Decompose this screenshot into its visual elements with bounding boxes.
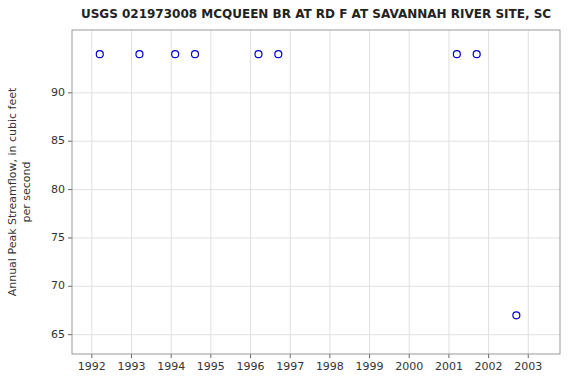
grid-line: [72, 286, 560, 287]
tick: [250, 354, 251, 358]
tick-label: 2002: [475, 360, 503, 373]
grid-line: [329, 30, 330, 354]
chart: 65 70 75 80 85 90 1992 1993 1994 1995 1996 1997 1998…: [0, 0, 576, 384]
tick: [171, 354, 172, 358]
grid-line: [448, 30, 449, 354]
grid-line: [250, 30, 251, 354]
plot-frame: [72, 30, 560, 354]
tick: [409, 354, 410, 358]
tick-label: 2001: [435, 360, 463, 373]
grid-line: [528, 30, 529, 354]
point: [513, 312, 520, 319]
tick-label: 2003: [514, 360, 542, 373]
tick-label: 1996: [237, 360, 265, 373]
point: [172, 51, 179, 58]
grid-line: [409, 30, 410, 354]
tick: [68, 334, 72, 335]
tick: [528, 354, 529, 358]
tick-label: 70: [51, 279, 65, 292]
tick: [68, 286, 72, 287]
tick: [448, 354, 449, 358]
point: [275, 51, 282, 58]
y-axis-label: Annual Peak Streamflow, in cubic feetper…: [6, 87, 33, 296]
point: [191, 51, 198, 58]
tick: [131, 354, 132, 358]
plot-area: [72, 30, 560, 354]
tick-label: 1999: [356, 360, 384, 373]
point: [96, 51, 103, 58]
point: [453, 51, 460, 58]
point: [473, 51, 480, 58]
tick-label: 65: [51, 328, 65, 341]
tick: [329, 354, 330, 358]
point: [136, 51, 143, 58]
grid-line: [72, 92, 560, 93]
point: [255, 51, 262, 58]
tick: [68, 92, 72, 93]
tick-label: 1993: [118, 360, 146, 373]
grid-line: [290, 30, 291, 354]
grid-line: [72, 237, 560, 238]
grid-line: [488, 30, 489, 354]
axes: 65 70 75 80 85 90 1992 1993 1994 1995 1996 1997 1998…: [51, 86, 542, 373]
title: USGS 021973008 MCQUEEN BR AT RD F AT SAV…: [81, 7, 551, 21]
tick-label: 90: [51, 86, 65, 99]
grid-line: [131, 30, 132, 354]
grid-line: [72, 189, 560, 190]
tick-label: 2000: [395, 360, 423, 373]
tick-label: 85: [51, 134, 65, 147]
tick: [369, 354, 370, 358]
tick-label: 1994: [157, 360, 185, 373]
tick-label: 75: [51, 231, 65, 244]
grid: [72, 30, 560, 354]
chart-container: 65 70 75 80 85 90 1992 1993 1994 1995 1996 1997 1998…: [0, 0, 576, 384]
grid-line: [210, 30, 211, 354]
tick: [68, 189, 72, 190]
tick-label: 80: [51, 183, 65, 196]
tick-label: 1992: [78, 360, 106, 373]
grid-line: [91, 30, 92, 354]
tick: [210, 354, 211, 358]
grid-line: [72, 141, 560, 142]
grid-line: [369, 30, 370, 354]
tick: [91, 354, 92, 358]
tick: [488, 354, 489, 358]
grid-line: [171, 30, 172, 354]
points: [96, 51, 520, 319]
tick: [68, 141, 72, 142]
tick-label: 1998: [316, 360, 344, 373]
tick-label: 1995: [197, 360, 225, 373]
tick: [290, 354, 291, 358]
grid-line: [72, 334, 560, 335]
tick: [68, 237, 72, 238]
tick-label: 1997: [276, 360, 304, 373]
